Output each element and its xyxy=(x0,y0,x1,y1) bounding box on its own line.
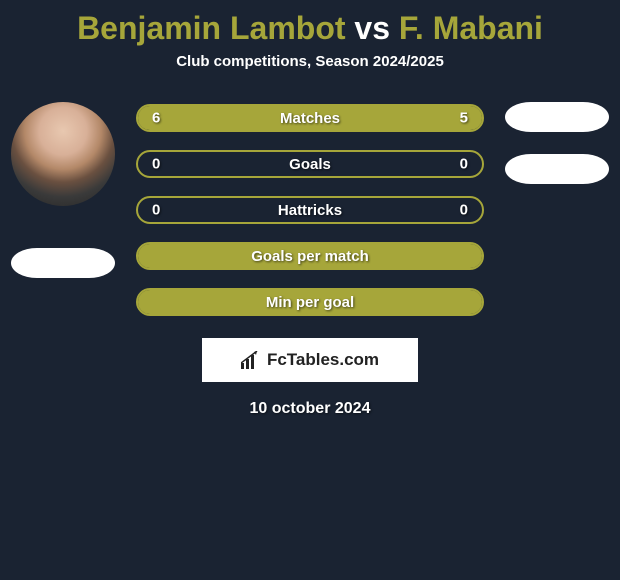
player1-avatar xyxy=(11,102,115,206)
stat-bar: 6 5 Matches xyxy=(136,104,484,132)
player2-name: F. Mabani xyxy=(399,10,543,46)
stat-value-left: 0 xyxy=(152,156,160,173)
brand-text: FcTables.com xyxy=(267,350,379,370)
stat-bar: Goals per match xyxy=(136,242,484,270)
infographic-container: Benjamin Lambot vs F. Mabani Club compet… xyxy=(0,0,620,418)
stat-label: Min per goal xyxy=(266,294,354,311)
stat-label: Goals per match xyxy=(251,248,369,265)
left-player-column xyxy=(8,98,118,278)
stat-value-right: 5 xyxy=(460,110,468,127)
stat-value-right: 0 xyxy=(460,202,468,219)
player1-name: Benjamin Lambot xyxy=(77,10,345,46)
stat-label: Goals xyxy=(289,156,331,173)
chart-icon xyxy=(241,351,261,369)
stat-bar: 0 0 Goals xyxy=(136,150,484,178)
player1-club-logo xyxy=(11,248,115,278)
stat-bar: Min per goal xyxy=(136,288,484,316)
brand-badge: FcTables.com xyxy=(202,338,418,382)
main-row: 6 5 Matches 0 0 Goals 0 0 Hattricks Goals per mat… xyxy=(0,98,620,316)
vs-separator: vs xyxy=(354,10,390,46)
player2-club-logo-2 xyxy=(505,154,609,184)
stat-label: Matches xyxy=(280,110,340,127)
right-player-column xyxy=(502,98,612,184)
stat-value-left: 0 xyxy=(152,202,160,219)
comparison-title: Benjamin Lambot vs F. Mabani xyxy=(0,10,620,47)
stat-bars-column: 6 5 Matches 0 0 Goals 0 0 Hattricks Goals per mat… xyxy=(136,98,484,316)
stat-label: Hattricks xyxy=(278,202,342,219)
subtitle: Club competitions, Season 2024/2025 xyxy=(0,53,620,70)
stat-value-right: 0 xyxy=(460,156,468,173)
snapshot-date: 10 october 2024 xyxy=(0,400,620,418)
player2-club-logo-1 xyxy=(505,102,609,132)
stat-value-left: 6 xyxy=(152,110,160,127)
stat-bar: 0 0 Hattricks xyxy=(136,196,484,224)
stat-fill-right xyxy=(325,106,482,130)
